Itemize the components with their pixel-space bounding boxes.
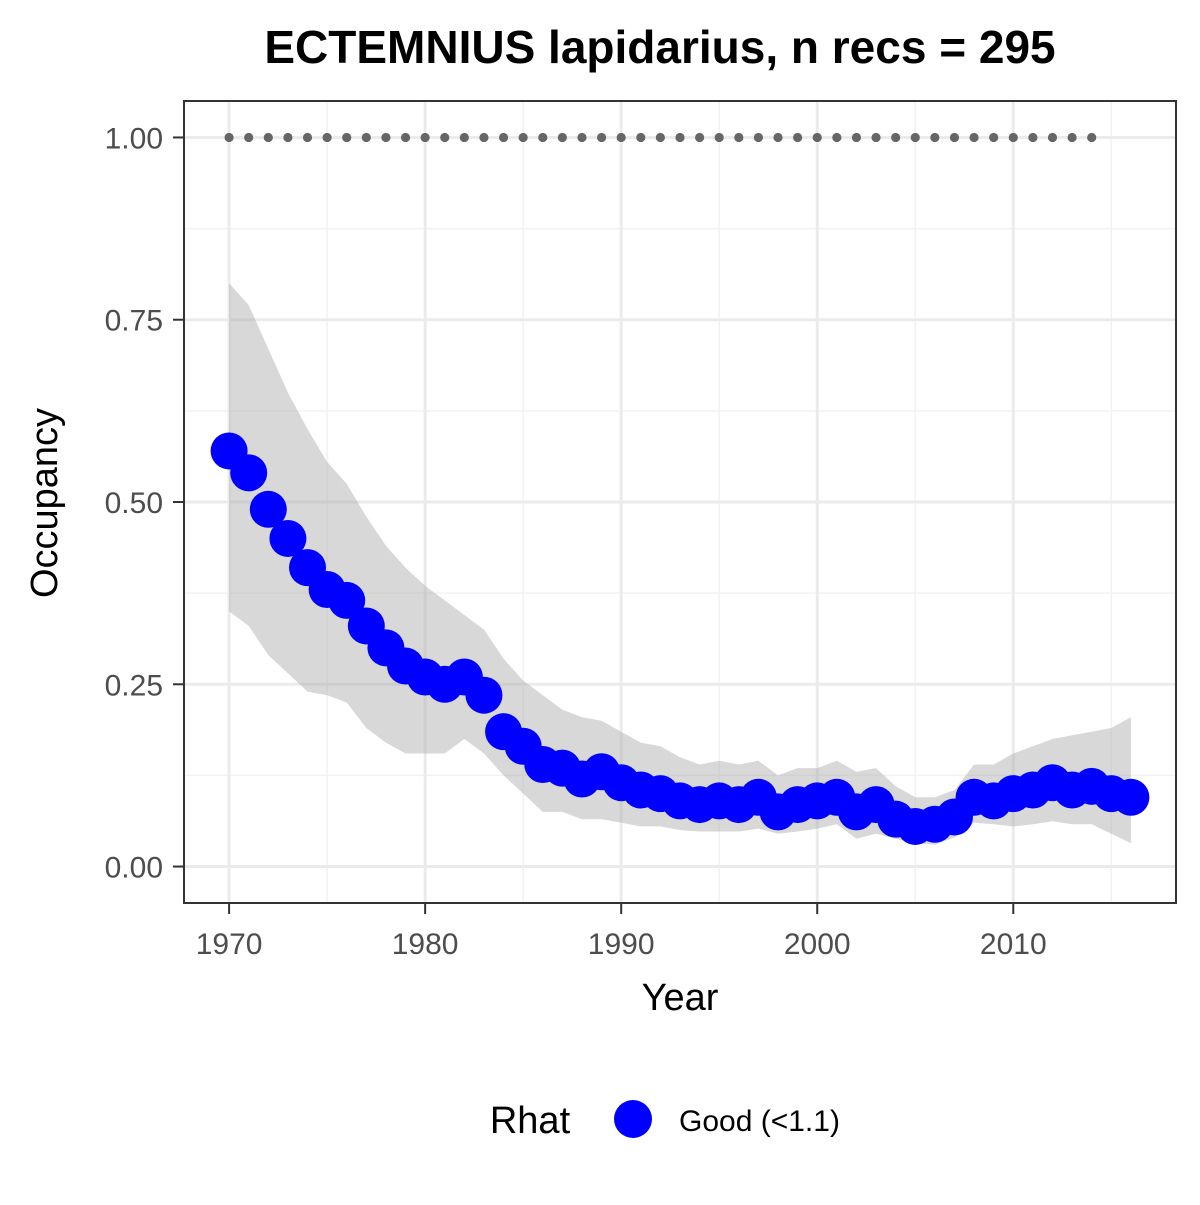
reference-point <box>989 132 999 143</box>
x-tick-label: 2010 <box>980 928 1047 961</box>
reference-point <box>753 132 764 143</box>
reference-point <box>420 132 430 143</box>
reference-point <box>244 132 254 143</box>
data-point <box>269 519 307 557</box>
reference-point <box>655 132 665 143</box>
reference-point <box>322 132 332 143</box>
data-point <box>249 490 287 528</box>
grid <box>184 101 1176 903</box>
reference-points-layer <box>224 132 1097 143</box>
chart-title: ECTEMNIUS lapidarius, n recs = 295 <box>264 21 1055 73</box>
y-tick-label: 0.75 <box>105 305 163 338</box>
reference-point <box>518 132 528 143</box>
reference-point <box>695 132 705 143</box>
reference-point <box>342 132 352 143</box>
x-axis-title: Year <box>642 977 719 1019</box>
reference-point <box>283 132 293 143</box>
reference-point <box>616 132 626 143</box>
reference-point <box>675 132 685 143</box>
reference-point <box>538 132 548 143</box>
reference-point <box>636 132 646 143</box>
series-layer <box>210 432 1150 845</box>
data-point <box>465 676 503 714</box>
reference-point <box>891 132 901 143</box>
reference-point <box>969 132 979 143</box>
reference-point <box>773 132 783 143</box>
reference-point <box>1047 132 1058 143</box>
reference-point <box>1067 132 1077 143</box>
reference-point <box>812 132 822 143</box>
reference-point <box>851 132 862 143</box>
x-tick-label: 1990 <box>588 928 655 961</box>
reference-point <box>793 132 803 143</box>
reference-point <box>440 132 450 143</box>
data-point <box>1112 778 1150 816</box>
reference-point <box>381 132 391 143</box>
reference-point <box>596 132 607 143</box>
reference-point <box>1087 132 1097 143</box>
y-tick-label: 1.00 <box>105 122 163 155</box>
data-point <box>230 454 268 492</box>
reference-point <box>361 132 371 143</box>
reference-point <box>498 132 509 143</box>
reference-point <box>263 132 273 143</box>
reference-point <box>400 132 411 143</box>
reference-point <box>1008 132 1018 143</box>
reference-point <box>479 132 489 143</box>
reference-point <box>577 132 587 143</box>
reference-point <box>459 132 469 143</box>
y-tick-label: 0.00 <box>105 852 163 885</box>
y-tick-label: 0.25 <box>105 669 163 702</box>
legend-title: Rhat <box>490 1100 571 1142</box>
reference-point <box>871 132 881 143</box>
reference-point <box>714 132 724 143</box>
reference-point <box>832 132 842 143</box>
legend-label-good: Good (<1.1) <box>679 1105 840 1138</box>
data-point <box>328 581 366 619</box>
confidence-ribbon <box>229 283 1131 845</box>
x-tick-label: 1970 <box>196 928 263 961</box>
x-tick-label: 1980 <box>392 928 459 961</box>
axes: 1970 1980 1990 2000 2010 0.00 0.25 0.50 0.75 1.00 <box>105 122 1047 961</box>
legend: Rhat Good (<1.1) <box>490 1100 840 1142</box>
y-axis-title: Occupancy <box>24 408 66 598</box>
reference-point <box>930 132 940 143</box>
reference-point <box>949 132 960 143</box>
reference-point <box>734 132 744 143</box>
reference-point <box>1028 132 1038 143</box>
y-tick-label: 0.50 <box>105 487 163 520</box>
legend-key-good <box>614 1100 652 1138</box>
reference-point <box>224 132 234 143</box>
reference-point <box>910 132 920 143</box>
reference-point <box>557 132 567 143</box>
confidence-ribbon-layer <box>229 283 1131 845</box>
x-tick-label: 2000 <box>784 928 851 961</box>
reference-point <box>302 132 313 143</box>
